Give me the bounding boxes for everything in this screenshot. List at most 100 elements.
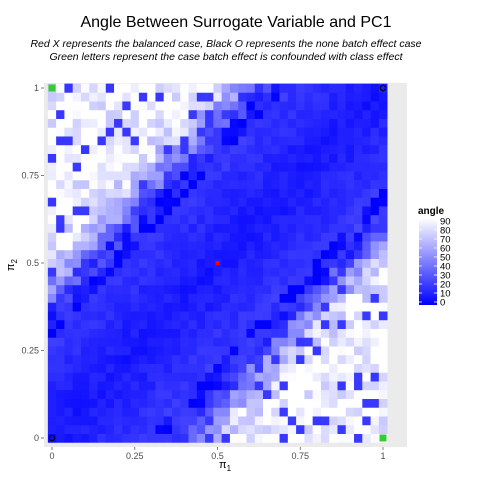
heatmap-cell — [80, 249, 90, 259]
y-tick-label: 0.5 — [26, 258, 39, 268]
heatmap-cell — [304, 232, 314, 242]
heatmap-cell — [329, 372, 338, 382]
heatmap-cell — [180, 284, 189, 294]
heatmap-cell — [56, 267, 65, 277]
heatmap-cell — [337, 118, 347, 128]
heatmap-cell — [171, 109, 181, 119]
heatmap-cell — [196, 398, 206, 408]
heatmap-cell — [89, 179, 98, 189]
heatmap-cell — [362, 83, 371, 93]
heatmap-cell — [329, 171, 338, 181]
heatmap-cell — [354, 398, 363, 408]
heatmap-cell — [370, 389, 380, 399]
heatmap-cell — [354, 188, 363, 198]
heatmap-cell — [122, 179, 131, 189]
heatmap-cell — [254, 276, 264, 286]
heatmap-cell — [296, 337, 305, 347]
heatmap-cell — [229, 319, 239, 329]
heatmap-cell — [345, 284, 355, 294]
heatmap-cell — [138, 284, 148, 294]
heatmap-cell — [329, 293, 338, 303]
heatmap-cell — [89, 188, 98, 198]
heatmap-cell — [147, 153, 156, 163]
heatmap-cell — [378, 363, 388, 373]
heatmap-cell — [362, 354, 371, 364]
heatmap-cell — [64, 398, 74, 408]
heatmap-cell — [80, 398, 90, 408]
heatmap-cell — [238, 214, 247, 224]
heatmap-cell — [188, 276, 198, 286]
heatmap-cell — [105, 92, 115, 102]
heatmap-cell — [89, 258, 98, 268]
heatmap-cell — [72, 127, 82, 137]
heatmap-cell — [246, 214, 256, 224]
heatmap-cell — [362, 109, 371, 119]
marker-layer — [48, 84, 387, 442]
heatmap-cell — [263, 381, 272, 391]
heatmap-cell — [213, 241, 222, 251]
heatmap-cell — [171, 337, 181, 347]
heatmap-cell — [271, 337, 280, 347]
heatmap-cell — [138, 319, 148, 329]
heatmap-cell — [163, 346, 173, 356]
heatmap-cell — [163, 162, 173, 172]
heatmap-cell — [114, 389, 123, 399]
heatmap-cell — [171, 214, 181, 224]
heatmap-cell — [56, 381, 65, 391]
heatmap-cell — [254, 328, 264, 338]
heatmap-cell — [345, 127, 355, 137]
legend-tick-label: 20 — [440, 279, 451, 290]
heatmap-cell — [56, 241, 65, 251]
heatmap-cell — [345, 346, 355, 356]
heatmap-cell — [213, 197, 222, 207]
heatmap-cell — [171, 424, 181, 434]
heatmap-cell — [122, 136, 131, 146]
heatmap-cell — [263, 346, 272, 356]
heatmap-cell — [362, 424, 371, 434]
heatmap-cell — [254, 232, 264, 242]
heatmap-cell — [47, 416, 57, 426]
heatmap-cell — [130, 83, 140, 93]
y-tick-label: 1 — [34, 83, 39, 93]
heatmap-cell — [312, 346, 322, 356]
heatmap-cell — [72, 241, 82, 251]
heatmap-cell — [72, 372, 82, 382]
heatmap-cell — [271, 258, 280, 268]
legend-tick-label: 80 — [440, 225, 451, 236]
heatmap-cell — [72, 407, 82, 417]
heatmap-cell — [304, 162, 314, 172]
heatmap-cell — [114, 101, 123, 111]
heatmap-cell — [329, 276, 338, 286]
heatmap-cell — [47, 346, 57, 356]
heatmap-cell — [155, 153, 165, 163]
heatmap-cell — [97, 179, 107, 189]
heatmap-cell — [72, 284, 82, 294]
heatmap-cell — [213, 354, 222, 364]
heatmap-cell — [312, 319, 322, 329]
heatmap-cell — [221, 83, 231, 93]
heatmap-cell — [296, 389, 305, 399]
heatmap-cell — [56, 179, 65, 189]
heatmap-cell — [296, 424, 305, 434]
heatmap-cell — [287, 311, 297, 321]
heatmap-cell — [354, 424, 363, 434]
heatmap-cell — [97, 372, 107, 382]
heatmap-cell — [378, 223, 388, 233]
heatmap-cell — [304, 398, 314, 408]
heatmap-cell — [205, 346, 214, 356]
heatmap-cell — [287, 179, 297, 189]
heatmap-cell — [72, 337, 82, 347]
heatmap-cell — [312, 363, 322, 373]
heatmap-cell — [114, 232, 123, 242]
heatmap-cell — [205, 214, 214, 224]
heatmap-cell — [221, 381, 231, 391]
heatmap-cell — [320, 416, 330, 426]
heatmap-cell — [345, 83, 355, 93]
heatmap-cell — [287, 241, 297, 251]
heatmap-cell — [354, 171, 363, 181]
heatmap-cell — [213, 179, 222, 189]
heatmap-cell — [337, 372, 347, 382]
heatmap-cell — [221, 101, 231, 111]
heatmap-cell — [180, 153, 189, 163]
